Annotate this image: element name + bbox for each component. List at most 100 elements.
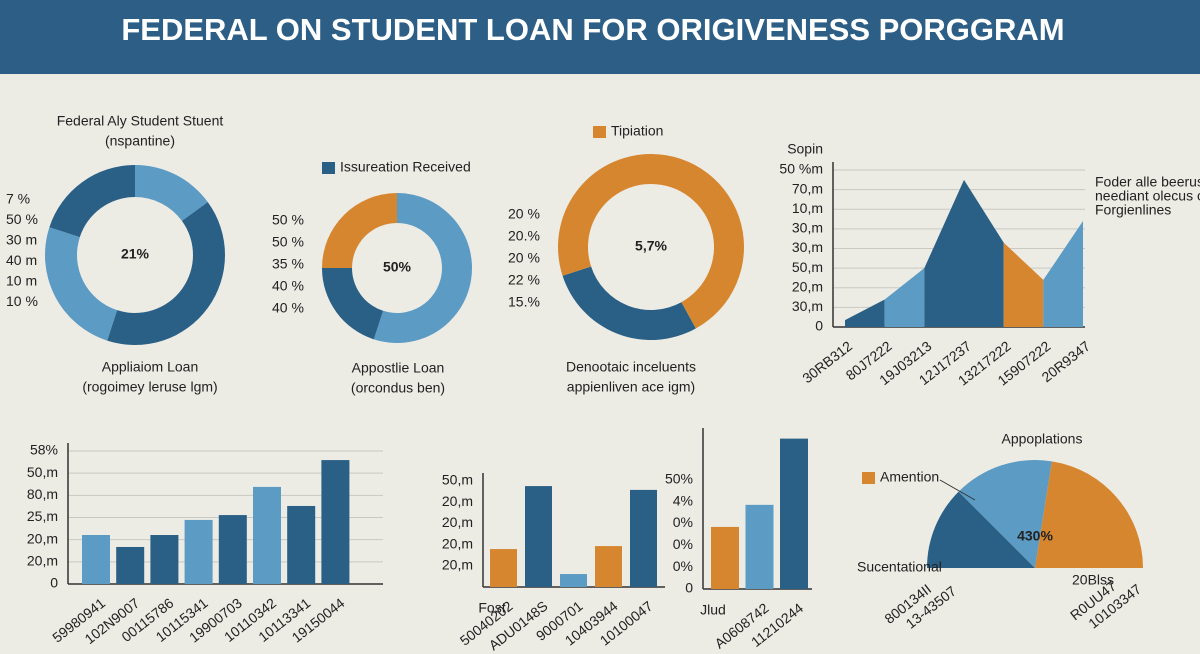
- bar: [321, 460, 350, 584]
- caption: Appliaiom Loan: [102, 359, 199, 375]
- y-tick-label: 10,m: [792, 200, 823, 216]
- side-label: Sucentational: [857, 559, 942, 575]
- donut-segment: [44, 227, 118, 341]
- bar: [745, 504, 774, 589]
- caption: appienliven ace igm): [567, 379, 695, 395]
- side-label: 7 %: [6, 191, 30, 207]
- side-label: 50 %: [272, 212, 304, 228]
- y-tick-label: 25,m: [27, 508, 58, 524]
- legend-label: Tipiation: [611, 123, 663, 139]
- area-segment: [964, 179, 1004, 327]
- bar: [711, 526, 739, 589]
- bar: [490, 549, 517, 587]
- center-label: 5,7%: [635, 238, 667, 254]
- donut-segment: [558, 154, 651, 276]
- y-tick-label: 20,m: [27, 530, 58, 546]
- bar: [150, 535, 179, 584]
- y-tick-label: 20,m: [442, 493, 473, 509]
- axis-title: Sopin: [787, 141, 823, 157]
- legend-label: Amention: [880, 469, 939, 485]
- donut-segment: [49, 165, 135, 238]
- bar: [525, 486, 552, 587]
- center-label: 21%: [121, 246, 150, 262]
- legend-label: Issureation Received: [340, 159, 471, 175]
- x-axis-label: Fost: [478, 600, 505, 616]
- donut-segment: [322, 268, 384, 340]
- header-bar: [0, 0, 1200, 74]
- side-label: 50 %: [6, 211, 38, 227]
- y-tick-label: 0: [815, 318, 823, 334]
- annotation: Forgienlines: [1095, 202, 1171, 218]
- y-tick-label: 50%: [665, 470, 693, 486]
- bar: [595, 546, 622, 587]
- center-label: 50%: [383, 259, 412, 275]
- side-label: 40 %: [272, 278, 304, 294]
- annotation: neediant olecus of: [1095, 188, 1200, 204]
- side-label: 50 %: [272, 234, 304, 250]
- legend-swatch: [593, 126, 606, 138]
- y-tick-label: 20,m: [442, 535, 473, 551]
- y-tick-label: 0%: [673, 514, 693, 530]
- center-label: 430%: [1017, 528, 1053, 544]
- area-segment: [1003, 242, 1044, 327]
- y-tick-label: 50 %m: [779, 161, 823, 177]
- side-label: 20Blss: [1072, 572, 1114, 588]
- y-tick-label: 20,m: [792, 278, 823, 294]
- donut-segment: [107, 202, 225, 345]
- chart-title: Appoplations: [1002, 431, 1083, 447]
- donut-segment: [651, 154, 745, 329]
- chart-title: (nspantine): [105, 133, 175, 149]
- bar: [82, 535, 110, 584]
- pie-segment: [958, 460, 1052, 568]
- side-label: 10 m: [6, 273, 37, 289]
- side-label: 22 %: [508, 272, 540, 288]
- bar: [253, 486, 281, 584]
- chart-title: Federal Aly Student Stuent: [57, 113, 224, 129]
- side-label: 20 %: [508, 206, 540, 222]
- caption: (rogoimey leruse lgm): [82, 379, 217, 395]
- donut-segment: [562, 266, 696, 340]
- side-label: 10 %: [6, 293, 38, 309]
- y-tick-label: 58%: [30, 442, 58, 458]
- x-axis-label: Jlud: [700, 602, 726, 618]
- y-tick-label: 50,m: [442, 472, 473, 488]
- pie-segment: [927, 491, 1035, 568]
- side-label: 40 m: [6, 252, 37, 268]
- y-tick-label: 30,m: [792, 220, 823, 236]
- bar: [560, 574, 587, 587]
- legend-swatch: [322, 162, 335, 174]
- y-tick-label: 50,m: [27, 464, 58, 480]
- y-tick-label: 0%: [673, 536, 693, 552]
- side-label: 20 %: [508, 250, 540, 266]
- y-tick-label: 20,m: [442, 557, 473, 573]
- side-label: 30 m: [6, 232, 37, 248]
- caption: Appostlie Loan: [352, 360, 445, 376]
- y-tick-label: 20,m: [27, 553, 58, 569]
- annotation: Foder alle beerus: [1095, 174, 1200, 190]
- bar: [630, 489, 657, 587]
- side-label: 20.%: [508, 228, 540, 244]
- y-tick-label: 4%: [673, 492, 693, 508]
- area-segment: [884, 268, 925, 327]
- area-segment: [924, 179, 964, 327]
- donut-segment: [373, 193, 473, 343]
- y-tick-label: 20,m: [442, 514, 473, 530]
- caption: (orcondus ben): [351, 380, 445, 396]
- y-tick-label: 0: [50, 575, 58, 591]
- caption: Denootaic inceluents: [566, 359, 696, 375]
- y-tick-label: 30,m: [792, 298, 823, 314]
- legend-pointer: [939, 479, 976, 501]
- y-tick-label: 30,m: [792, 239, 823, 255]
- area-segment: [1043, 221, 1083, 327]
- y-tick-label: 0: [685, 580, 693, 596]
- side-label: 35 %: [272, 256, 304, 272]
- donut-segment: [135, 165, 208, 221]
- y-tick-label: 70,m: [792, 180, 823, 196]
- y-tick-label: 80,m: [27, 486, 58, 502]
- bar: [780, 438, 808, 589]
- side-label: 40 %: [272, 300, 304, 316]
- side-label: 15.%: [508, 294, 540, 310]
- y-tick-label: 0%: [673, 558, 693, 574]
- legend-swatch: [862, 472, 875, 484]
